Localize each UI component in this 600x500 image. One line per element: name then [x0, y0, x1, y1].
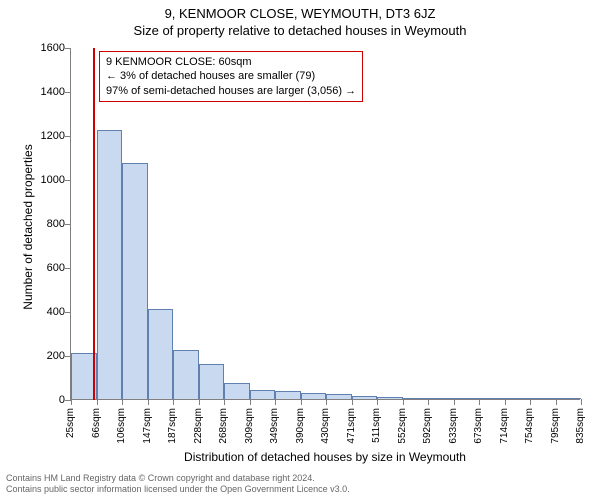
x-tick [505, 399, 506, 405]
y-tick-label: 1200 [31, 130, 65, 142]
x-tick [301, 399, 302, 405]
histogram-bar [428, 398, 454, 399]
info-box: 9 KENMOOR CLOSE: 60sqm← 3% of detached h… [99, 51, 363, 102]
histogram-bar [148, 309, 174, 399]
histogram-bar [122, 163, 148, 400]
info-box-line: ← 3% of detached houses are smaller (79) [106, 69, 356, 83]
x-tick [326, 399, 327, 405]
histogram-bar [454, 398, 480, 399]
histogram-bar [352, 396, 378, 399]
histogram-bar [224, 383, 250, 400]
x-tick [454, 399, 455, 405]
histogram-bar [97, 130, 123, 400]
histogram-bar [326, 394, 352, 400]
x-tick [556, 399, 557, 405]
x-tick [148, 399, 149, 405]
x-tick [403, 399, 404, 405]
x-tick [581, 399, 582, 405]
chart-container: 0200400600800100012001400160025sqm66sqm1… [70, 48, 580, 428]
histogram-bar [275, 391, 301, 399]
chart-title-main: 9, KENMOOR CLOSE, WEYMOUTH, DT3 6JZ [0, 0, 600, 21]
histogram-bar [250, 390, 276, 399]
y-tick-label: 800 [31, 218, 65, 230]
x-axis-title: Distribution of detached houses by size … [70, 450, 580, 464]
chart-title-sub: Size of property relative to detached ho… [0, 21, 600, 38]
histogram-bar [403, 398, 429, 399]
x-tick [122, 399, 123, 405]
info-box-line: 9 KENMOOR CLOSE: 60sqm [106, 55, 356, 69]
y-tick [65, 136, 71, 137]
y-tick-label: 1600 [31, 42, 65, 54]
info-box-line: 97% of semi-detached houses are larger (… [106, 84, 356, 98]
x-tick [377, 399, 378, 405]
x-tick [352, 399, 353, 405]
histogram-bar [505, 398, 531, 399]
reference-marker-line [93, 48, 95, 400]
x-tick [479, 399, 480, 405]
x-tick [71, 399, 72, 405]
histogram-bar [199, 364, 225, 399]
y-axis-title: Number of detached properties [21, 127, 35, 327]
x-tick [250, 399, 251, 405]
histogram-bar [479, 398, 505, 399]
footer-attribution: Contains HM Land Registry data © Crown c… [6, 473, 350, 496]
histogram-bar [377, 397, 403, 399]
y-tick-label: 400 [31, 306, 65, 318]
y-tick-label: 600 [31, 262, 65, 274]
plot-area: 0200400600800100012001400160025sqm66sqm1… [70, 48, 580, 400]
x-tick [173, 399, 174, 405]
y-tick-label: 0 [31, 394, 65, 406]
y-tick [65, 180, 71, 181]
y-tick [65, 224, 71, 225]
y-tick [65, 92, 71, 93]
x-tick [199, 399, 200, 405]
y-tick [65, 48, 71, 49]
x-tick [224, 399, 225, 405]
x-tick [275, 399, 276, 405]
y-tick-label: 1400 [31, 86, 65, 98]
histogram-bar [173, 350, 199, 400]
y-tick [65, 312, 71, 313]
histogram-bar [530, 398, 556, 399]
y-tick-label: 200 [31, 350, 65, 362]
histogram-bar [556, 398, 582, 399]
x-tick [530, 399, 531, 405]
y-tick-label: 1000 [31, 174, 65, 186]
x-tick [97, 399, 98, 405]
x-tick [428, 399, 429, 405]
histogram-bar [301, 393, 327, 399]
y-tick [65, 268, 71, 269]
footer-line1: Contains HM Land Registry data © Crown c… [6, 473, 350, 485]
footer-line2: Contains public sector information licen… [6, 484, 350, 496]
